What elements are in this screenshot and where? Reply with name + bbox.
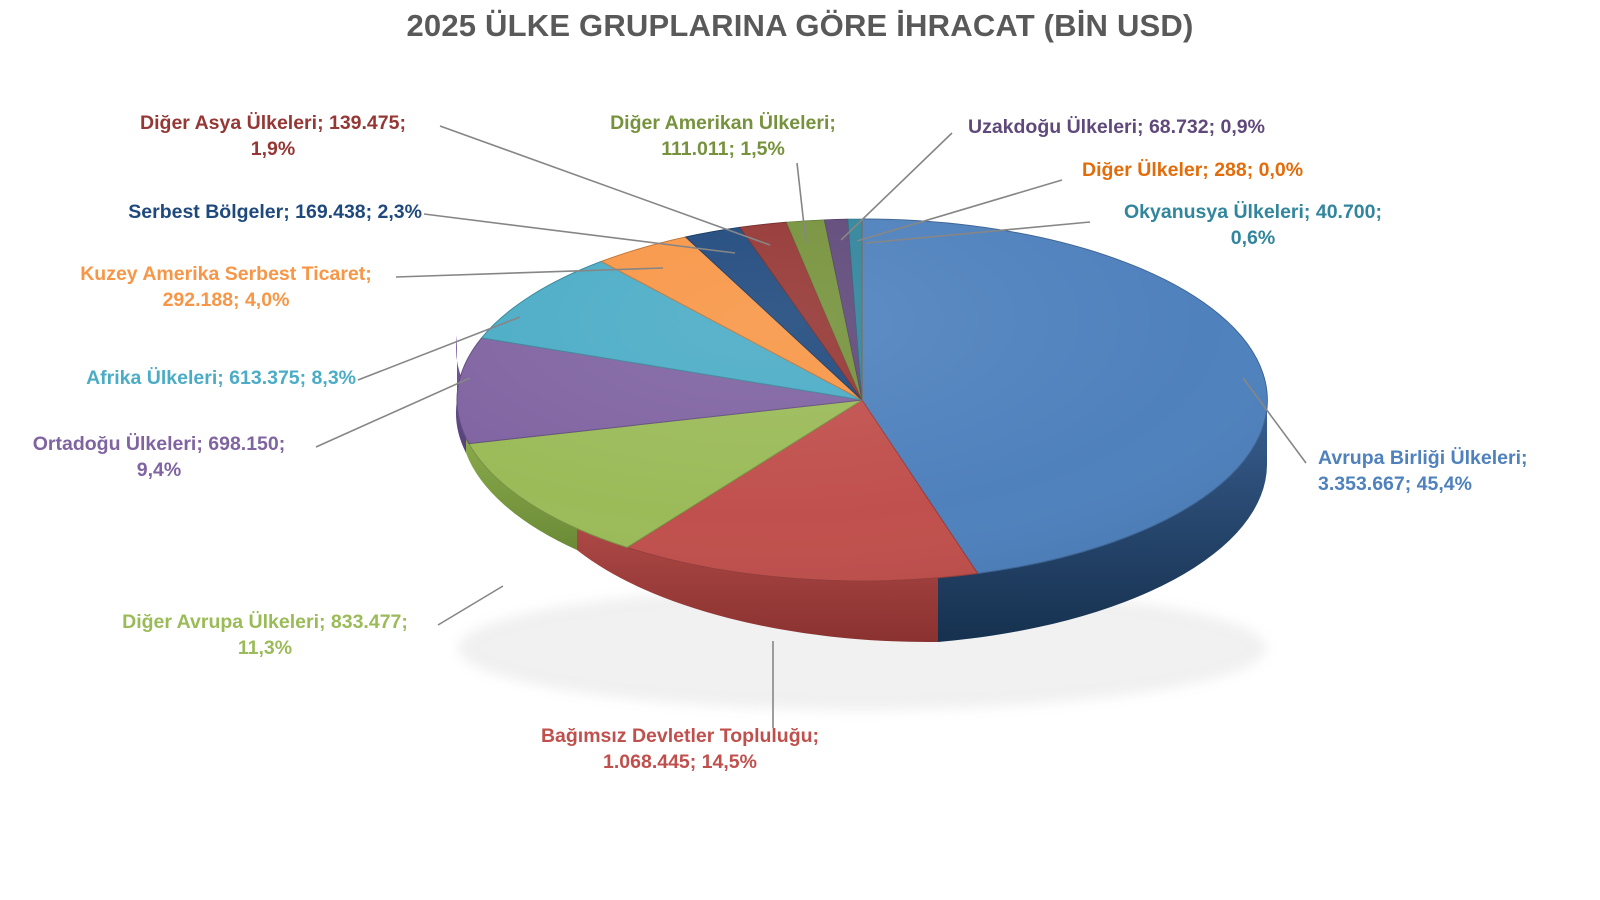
label-serbest-bolgeler: Serbest Bölgeler; 169.438; 2,3% — [128, 201, 422, 223]
pie-wedges: Avrupa Birliği Ülkeleri; 3.353.667; 45,4… — [456, 218, 1268, 582]
leader-kuzey-amerika — [395, 267, 664, 278]
leader-uzakdogu — [840, 132, 953, 241]
leader-serbest-bolgeler — [423, 213, 736, 254]
label-okyanusya: Okyanusya Ülkeleri; 40.700; 0,6% — [1124, 201, 1382, 249]
label-ortadogu: Ortadoğu Ülkeleri; 698.150; 9,4% — [32, 433, 286, 481]
label-diger-amerikan: Diğer Amerikan Ülkeleri; 111.011; 1,5% — [610, 112, 836, 160]
label-avrupa-birligi: Avrupa Birliği Ülkeleri; 3.353.667; 45,4… — [1318, 447, 1528, 495]
page-title: 2025 ÜLKE GRUPLARINA GÖRE İHRACAT (BİN U… — [406, 8, 1194, 43]
wall-avrupa-birligi — [938, 400, 1267, 642]
label-kuzey-amerika: Kuzey Amerika Serbest Ticaret; 292.188; … — [80, 263, 372, 311]
leader-ortadogu — [315, 377, 471, 448]
label-diger-avrupa: Diğer Avrupa Ülkeleri; 833.477; 11,3% — [122, 611, 408, 659]
leader-afrika — [357, 316, 521, 381]
leader-diger-amerikan — [796, 162, 807, 244]
leader-okyanusya — [865, 221, 1091, 244]
leader-avrupa-birligi — [1242, 377, 1307, 464]
label-uzakdogu: Uzakdoğu Ülkeleri; 68.732; 0,9% — [968, 116, 1265, 138]
label-diger-asya: Diğer Asya Ülkeleri; 139.475; 1,9% — [140, 112, 406, 160]
leader-diger-ulkeler — [856, 179, 1063, 242]
label-afrika: Afrika Ülkeleri; 613.375; 8,3% — [86, 367, 356, 389]
label-bagimsiz-devletler: Bağımsız Devletler Topluluğu; 1.068.445;… — [540, 725, 820, 773]
leader-diger-avrupa — [437, 585, 504, 626]
label-diger-ulkeler: Diğer Ülkeler; 288; 0,0% — [1082, 159, 1304, 181]
leader-diger-asya — [439, 125, 771, 246]
leader-lines — [315, 125, 1307, 728]
